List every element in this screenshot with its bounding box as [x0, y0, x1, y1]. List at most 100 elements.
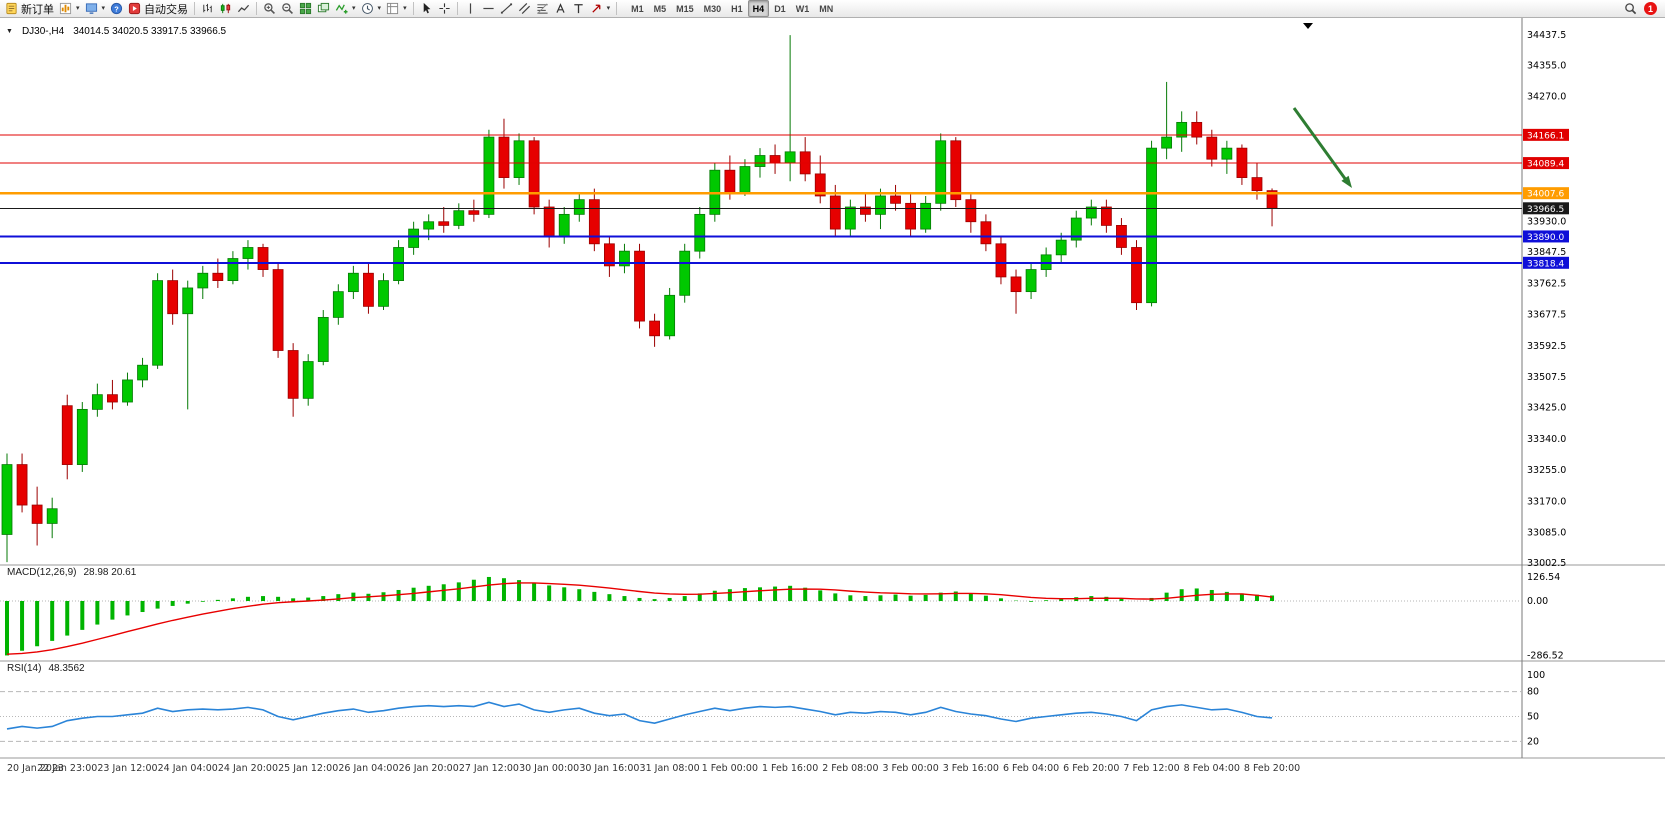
arrow-object-icon [591, 4, 600, 13]
candle-body [453, 210, 465, 226]
candle-body [573, 199, 585, 215]
toolbar-separator [256, 2, 258, 15]
candle-body [468, 210, 480, 215]
y-axis-label: 33170.0 [1527, 496, 1566, 507]
candle-body [61, 405, 73, 465]
candle-body [438, 221, 450, 226]
auto-trading-icon [128, 2, 141, 15]
trend-arrow [1292, 107, 1348, 181]
rsi-axis-label: 80 [1527, 687, 1539, 698]
candle-body [46, 508, 58, 524]
trendline-button[interactable] [498, 1, 515, 17]
macd-name: MACD(12,26,9) [7, 567, 77, 578]
candle-body [1, 464, 13, 535]
timeframe-d1-button[interactable]: D1 [774, 3, 786, 14]
y-axis-label: 33847.5 [1527, 247, 1566, 258]
fibonacci-button[interactable] [534, 1, 551, 17]
candle-body [724, 169, 736, 193]
tile-windows-button[interactable] [297, 1, 314, 17]
candle-body [378, 280, 389, 307]
candle-body [634, 250, 645, 322]
macd-axis-label: 126.54 [1527, 572, 1560, 583]
timeframe-mn-button[interactable]: MN [819, 3, 834, 14]
candle-body [212, 272, 224, 281]
candle-body [1100, 206, 1112, 226]
price-line-badge-label: 34007.6 [1527, 190, 1564, 200]
vertical-line-button[interactable] [462, 1, 479, 17]
crosshair-button[interactable] [436, 1, 453, 17]
candle-body [287, 350, 299, 399]
timeframe-h1-button[interactable]: H1 [731, 3, 743, 14]
candle-body [784, 151, 796, 164]
symbol-period-label: DJ30-,H4 [21, 26, 65, 37]
macd-panel-label: MACD(12,26,9) 28.98 20.61 [7, 567, 136, 578]
candle-body [860, 206, 871, 215]
ohlc-values: 34014.5 34020.5 33917.5 33966.5 [73, 26, 227, 37]
timeframe-h4-button[interactable]: H4 [747, 0, 770, 17]
x-axis-label: 1 Feb 16:00 [762, 763, 818, 774]
auto-trading-button[interactable]: 自动交易 [126, 1, 190, 17]
new-order-button[interactable]: 新订单 [3, 1, 56, 17]
new-chart-button[interactable]: ▾ [57, 1, 82, 17]
y-axis-label: 33507.5 [1527, 372, 1566, 383]
collapse-triangle-icon[interactable]: ▼ [6, 28, 13, 35]
price-line-badge-label: 34166.1 [1527, 131, 1564, 141]
dropdown-caret-icon: ▾ [76, 5, 80, 12]
line-chart-icon [237, 4, 250, 13]
price-chart[interactable]: 34166.1 34089.4 34007.6 33966.5 33890.0 33818… [0, 18, 1665, 831]
profiles-button[interactable]: ▾ [83, 1, 108, 17]
candle-body [1146, 147, 1157, 304]
candle-body [829, 195, 841, 230]
timeframe-m15-button[interactable]: M15 [676, 3, 694, 14]
candlestick-chart-button[interactable] [217, 1, 234, 17]
y-axis-label: 33930.0 [1527, 217, 1566, 228]
y-axis-label: 34437.5 [1527, 30, 1566, 41]
candle-body [1070, 217, 1082, 241]
line-chart-button[interactable] [235, 1, 252, 17]
cascade-windows-button[interactable] [315, 1, 332, 17]
help-button[interactable]: ? [108, 1, 125, 17]
periods-button[interactable]: ▾ [359, 1, 384, 17]
zoom-in-icon [264, 3, 276, 15]
zoom-in-button[interactable] [261, 1, 278, 17]
rsi-name: RSI(14) [7, 663, 42, 674]
candle-body [332, 291, 344, 318]
channel-button[interactable] [516, 1, 533, 17]
x-axis-label: 7 Feb 12:00 [1123, 763, 1179, 774]
price-line-badge-label: 33966.5 [1527, 205, 1564, 215]
vertical-line-icon [469, 3, 471, 14]
zoom-out-button[interactable] [279, 1, 296, 17]
templates-button[interactable]: ▾ [384, 1, 409, 17]
candle-body [393, 247, 404, 281]
search-button[interactable] [1622, 1, 1639, 17]
clock-icon [361, 3, 373, 14]
notification-badge[interactable]: 1 [1644, 2, 1657, 15]
search-icon [1625, 3, 1637, 15]
bar-chart-button[interactable] [199, 1, 216, 17]
rsi-axis-label: 50 [1527, 712, 1539, 723]
candle-body [739, 166, 751, 193]
timeframe-m1-button[interactable]: M1 [631, 3, 644, 14]
x-axis-label: 31 Jan 08:00 [640, 763, 700, 774]
indicators-button[interactable]: ▾ [333, 1, 358, 17]
candle-body [604, 243, 615, 267]
horizontal-line-button[interactable] [480, 1, 497, 17]
candle-body [980, 221, 992, 245]
timeframe-m5-button[interactable]: M5 [653, 3, 667, 14]
text-label-button[interactable] [570, 1, 587, 17]
candle-body [814, 173, 826, 197]
price-line-badge [1523, 202, 1569, 215]
trendline-icon [500, 3, 512, 14]
arrows-button[interactable]: ▾ [588, 1, 613, 17]
x-axis-label: 30 Jan 16:00 [579, 763, 639, 774]
timeframe-w1-button[interactable]: W1 [795, 3, 810, 14]
candle-body [890, 195, 901, 204]
auto-trading-label: 自动交易 [144, 3, 189, 16]
timeframe-m30-button[interactable]: M30 [703, 3, 722, 14]
timeframe-toolbar: M1 M5 M15 M30 H1 H4 D1 W1 MN [626, 0, 838, 17]
price-line-badge-label: 34089.4 [1527, 160, 1564, 170]
text-button[interactable] [552, 1, 569, 17]
macd-signal-line [6, 582, 1273, 655]
cursor-button[interactable] [418, 1, 435, 17]
candle-body [950, 140, 962, 201]
